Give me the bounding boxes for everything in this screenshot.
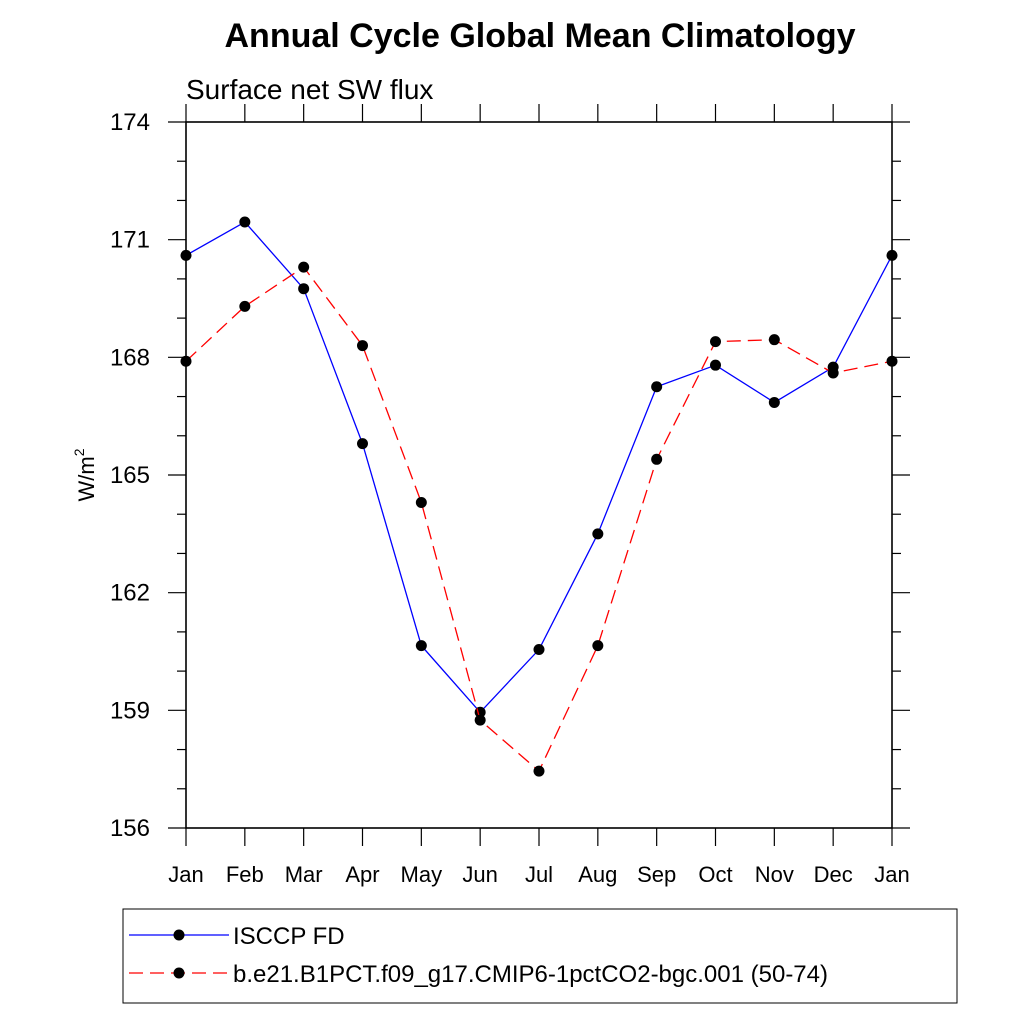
y-tick-label: 168 <box>110 344 150 371</box>
chart-title: Annual Cycle Global Mean Climatology <box>225 17 856 55</box>
y-axis-label: W/m2 <box>71 448 99 501</box>
y-tick-label: 165 <box>110 462 150 489</box>
series-2-point <box>415 496 427 508</box>
legend-series-1-marker <box>173 929 185 941</box>
series-1-point <box>357 438 368 450</box>
series-2-point <box>710 336 721 348</box>
x-tick-label: Jan <box>168 862 203 887</box>
legend-series-2-marker <box>173 967 185 979</box>
plot-area: 156 159 162 165 168 171 174 Jan Feb Mar Apr May Jun J… <box>110 104 910 887</box>
series-2-point <box>592 640 604 652</box>
series-1-point <box>768 396 780 408</box>
plot-frame <box>185 121 893 829</box>
series-1-point <box>239 216 251 228</box>
x-tick-label: Oct <box>698 862 732 887</box>
x-tick-label: Apr <box>345 862 379 887</box>
series-1-point <box>298 283 310 295</box>
legend-series-1-label: ISCCP FD <box>233 923 345 950</box>
series-1-point <box>592 528 604 540</box>
y-tick-label: 159 <box>110 697 150 724</box>
y-tick-label: 171 <box>110 227 150 254</box>
x-tick-label: Jul <box>525 862 553 887</box>
x-tick-label: Jun <box>462 862 497 887</box>
y-tick-label: 162 <box>110 580 150 607</box>
chart-subtitle: Surface net SW flux <box>186 74 433 105</box>
series-1-point <box>710 359 721 371</box>
series-2-point <box>298 261 310 273</box>
series-2-point <box>180 355 192 367</box>
x-tick-label: Sep <box>637 862 676 887</box>
series-1-point <box>886 249 898 261</box>
y-tick-label: 156 <box>110 815 150 842</box>
series-2-point <box>651 453 663 465</box>
legend: ISCCP FD b.e21.B1PCT.f09_g17.CMIP6-1pctCO… <box>122 908 958 1004</box>
x-tick-label: Mar <box>285 862 323 887</box>
legend-box <box>122 908 958 1004</box>
series-2-point <box>827 367 839 379</box>
series-2-line <box>185 266 893 773</box>
x-tick-label: Feb <box>226 862 264 887</box>
series-2-point <box>533 765 545 777</box>
series-1-point <box>415 640 427 652</box>
series-1-point <box>533 644 545 656</box>
x-tick-label: Aug <box>578 862 617 887</box>
series-2-point <box>768 334 780 346</box>
series-2-point <box>886 355 898 367</box>
x-tick-label: Dec <box>814 862 853 887</box>
y-axis-label-superscript: 2 <box>71 448 87 456</box>
legend-series-2-label: b.e21.B1PCT.f09_g17.CMIP6-1pctCO2-bgc.00… <box>233 961 828 988</box>
y-tick-label: 174 <box>110 109 150 136</box>
y-axis-label-base: W/m <box>74 456 99 501</box>
series-2-point <box>474 714 486 726</box>
x-tick-label: Nov <box>755 862 794 887</box>
x-tick-label: May <box>401 862 443 887</box>
series-1-line <box>185 221 893 714</box>
series-1-point <box>651 381 663 393</box>
series-2-point <box>239 300 251 312</box>
series-1-point <box>180 249 192 261</box>
x-tick-label: Jan <box>874 862 909 887</box>
series-2-point <box>357 340 368 352</box>
